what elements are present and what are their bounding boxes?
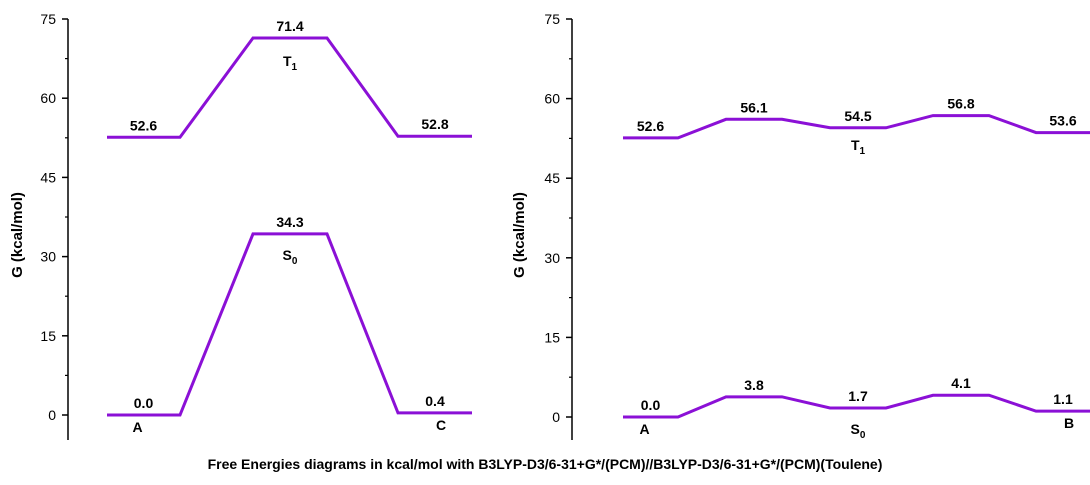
data-label: 56.8 [947,96,974,112]
data-label: 53.6 [1049,113,1076,129]
data-label: 3.8 [744,377,764,393]
series-line-s0 [107,232,472,417]
data-label: 52.8 [421,116,448,132]
y-tick-label: 0 [552,409,560,425]
data-label: 52.6 [637,118,664,134]
y-tick-label: 30 [40,249,56,265]
point-label-a: A [639,421,649,437]
y-tick-label: 75 [544,11,560,27]
figure-caption: Free Energies diagrams in kcal/mol with … [207,456,883,472]
data-label: 0.0 [641,397,661,413]
data-label: 0.0 [134,395,154,411]
y-tick-label: 0 [48,407,56,423]
data-label: 71.4 [276,18,303,34]
state-label-t1: T1 [851,137,866,157]
state-label-s0: S0 [851,421,866,441]
data-label: 56.1 [740,99,767,115]
data-label: 52.6 [130,117,157,133]
y-tick-label: 60 [544,91,560,107]
y-tick-label: 15 [544,329,560,345]
data-label: 34.3 [276,214,303,230]
state-label-t1: T1 [283,53,298,73]
right-energy-diagram: 0 15 30 45 60 75 G (kcal/mol) 52.6 56.1 54.5 56.8 5… [511,11,1090,441]
y-axis-title: G (kcal/mol) [511,192,528,278]
y-tick-label: 30 [544,250,560,266]
data-label: 1.1 [1053,391,1073,407]
y-tick-label: 45 [40,169,56,185]
data-label: 54.5 [844,108,871,124]
y-tick-label: 75 [40,11,56,27]
y-axis-title: G (kcal/mol) [9,192,26,278]
data-label: 4.1 [951,375,971,391]
point-label-a: A [132,419,142,435]
data-label: 1.7 [848,388,868,404]
data-label: 0.4 [425,393,445,409]
point-label-b: B [1064,415,1074,431]
series-line-t1 [107,36,472,139]
state-label-s0: S0 [283,247,298,267]
series-line-t1 [623,114,1090,140]
left-energy-diagram: 0 15 30 45 60 75 G (kcal/mol) 52.6 71.4 52.8 T1 0.0… [9,11,472,440]
point-label-c: C [436,417,446,433]
y-tick-label: 45 [544,170,560,186]
series-line-s0 [623,393,1090,419]
y-tick-label: 60 [40,90,56,106]
y-tick-label: 15 [40,328,56,344]
